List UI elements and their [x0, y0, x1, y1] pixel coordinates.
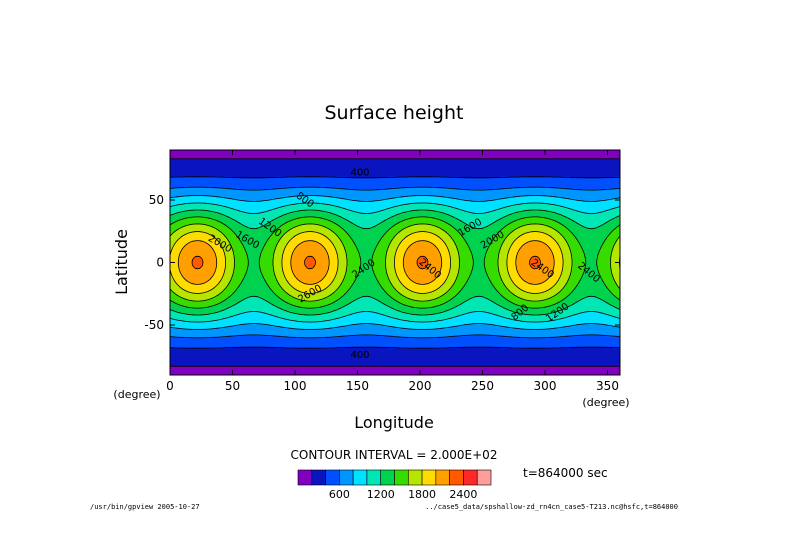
x-axis: 0 50 100 150 200 250 300 350	[166, 150, 619, 393]
colorbar	[297, 469, 492, 486]
contour-label: 400	[350, 168, 369, 179]
colorbar-swatch	[463, 469, 478, 486]
colorbar-swatch	[394, 469, 409, 486]
colorbar-swatch	[435, 469, 450, 486]
x-tick-label: 350	[596, 379, 619, 393]
colorbar-swatch	[366, 469, 382, 486]
contour-line-200	[170, 158, 620, 367]
y-tick-label: -50	[144, 318, 164, 332]
contour-line-1600	[170, 223, 620, 302]
x-tick-label: 100	[284, 379, 307, 393]
colorbar-swatch	[421, 469, 437, 486]
colorbar-tick-label: 1200	[367, 488, 395, 501]
footer-left: /usr/bin/gpview 2005-10-27	[90, 503, 200, 511]
x-tick-label: 50	[225, 379, 240, 393]
contour-line-1200	[170, 209, 620, 316]
colorbar-swatch	[476, 469, 492, 486]
contour-line-2200	[191, 255, 541, 270]
footer-right: ../case5_data/spshallow-zd_rn4cn_case5-T…	[425, 503, 678, 511]
colorbar-swatch	[297, 469, 313, 486]
y-tick-label: 0	[156, 256, 164, 270]
colorbar-swatch	[352, 469, 368, 486]
chart-title: Surface height	[325, 102, 464, 124]
x-axis-label: Longitude	[354, 413, 434, 432]
contour-line-600	[170, 186, 620, 339]
colorbar-swatch	[407, 469, 423, 486]
contour-line-800	[170, 195, 620, 330]
y-axis-unit: (degree)	[113, 388, 160, 401]
colorbar-tick-label: 600	[329, 488, 350, 501]
colorbar-swatch	[339, 469, 354, 486]
x-tick-label: 250	[471, 379, 494, 393]
colorbar-tick-label: 2400	[449, 488, 477, 501]
x-axis-unit: (degree)	[582, 396, 629, 409]
colorbar-swatch	[380, 469, 395, 486]
colorbar-swatch	[449, 469, 464, 486]
x-tick-label: 200	[409, 379, 432, 393]
x-tick-label: 0	[166, 379, 174, 393]
x-tick-label: 150	[346, 379, 369, 393]
contour-line-400	[170, 176, 620, 349]
contour-line-1000	[170, 202, 620, 323]
filled-contour-field	[170, 150, 620, 375]
y-tick-label: 50	[149, 193, 164, 207]
contour-line-1400	[170, 216, 620, 309]
colorbar-swatch	[311, 469, 326, 486]
time-label: t=864000 sec	[523, 466, 608, 480]
contour-label: 400	[350, 350, 369, 361]
colorbar-tick-label: 1800	[408, 488, 436, 501]
y-axis: -50 0 50	[144, 193, 620, 332]
contour-line-2000	[177, 240, 555, 285]
colorbar-tick-labels: 600 1200 1800 2400	[329, 488, 478, 501]
x-tick-label: 300	[534, 379, 557, 393]
colorbar-swatch	[325, 469, 340, 486]
contour-lines	[170, 158, 620, 367]
contour-line-1800	[170, 231, 620, 294]
contour-interval-text: CONTOUR INTERVAL = 2.000E+02	[291, 448, 498, 462]
y-axis-label: Latitude	[112, 229, 131, 295]
